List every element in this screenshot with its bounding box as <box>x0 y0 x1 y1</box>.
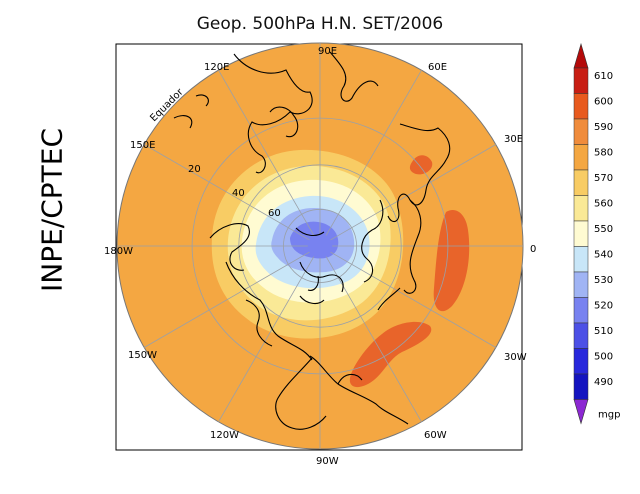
meridian-line <box>143 251 310 348</box>
colorbar-level-label: 610 <box>594 71 613 82</box>
colorbar-swatch <box>573 373 589 400</box>
meridian-line <box>330 251 497 348</box>
coastlines <box>173 51 451 430</box>
meridian-line <box>330 144 497 241</box>
colorbar-level-label: 580 <box>594 148 613 159</box>
colorbar-level-label: 510 <box>594 326 613 337</box>
meridian-line <box>143 144 310 241</box>
lon-label-150w: 150W <box>128 350 157 361</box>
longitude-labels: 90E 60E 30E 0 30W 60W 90W 120W 150W 180W… <box>104 46 536 467</box>
colorbar-level-label: 520 <box>594 301 613 312</box>
meridian-line <box>218 69 315 236</box>
colorbar-swatch <box>573 297 589 324</box>
colorbar-level-label: 600 <box>594 97 613 108</box>
colorbar-swatch <box>573 220 589 247</box>
colorbar-unit: mgp <box>598 410 620 421</box>
contour-band-520 <box>290 221 339 259</box>
colorbar-swatch <box>573 271 589 298</box>
lon-label-120e: 120E <box>204 62 229 73</box>
high-600-atlantic <box>433 210 470 312</box>
lon-label-90w: 90W <box>316 456 339 467</box>
latitude-labels: 20 40 60 <box>188 164 281 219</box>
colorbar-swatch <box>573 246 589 273</box>
colorbar-top-arrow <box>573 42 589 69</box>
colorbar: 610 600 590 580 570 560 550 540 530 520 510 500 490 m… <box>573 42 620 425</box>
colorbar-level-label: 540 <box>594 250 613 261</box>
colorbar-level-label: 590 <box>594 122 613 133</box>
lat-label-20: 20 <box>188 164 201 175</box>
colorbar-swatch <box>573 195 589 222</box>
lon-label-180w: 180W <box>104 246 133 257</box>
lon-label-60w: 60W <box>424 430 447 441</box>
colorbar-swatch <box>573 144 589 171</box>
colorbar-level-label: 490 <box>594 377 613 388</box>
colorbar-swatch <box>573 322 589 349</box>
high-600-south <box>349 321 432 388</box>
lon-label-30e: 30E <box>504 134 523 145</box>
colorbar-level-label: 530 <box>594 275 613 286</box>
meridian-line <box>325 256 422 423</box>
lon-label-90e: 90E <box>318 46 337 57</box>
lon-label-0: 0 <box>530 244 536 255</box>
lat-label-40: 40 <box>232 188 245 199</box>
colorbar-swatch <box>573 169 589 196</box>
graticule <box>117 43 523 449</box>
meridian-line <box>218 256 315 423</box>
lon-label-150e: 150E <box>130 140 155 151</box>
colorbar-swatch <box>573 118 589 145</box>
lon-label-30w: 30W <box>504 352 527 363</box>
map-title: Geop. 500hPa H.N. SET/2006 <box>196 14 444 34</box>
meridian-line <box>325 69 422 236</box>
colorbar-level-label: 500 <box>594 352 613 363</box>
high-600-north <box>409 155 433 175</box>
colorbar-swatch <box>573 348 589 375</box>
colorbar-swatch <box>573 93 589 120</box>
colorbar-swatch <box>573 67 589 94</box>
colorbar-bottom-arrow <box>573 399 589 425</box>
lon-label-60e: 60E <box>428 62 447 73</box>
colorbar-level-label: 560 <box>594 199 613 210</box>
lat-label-60: 60 <box>268 208 281 219</box>
lon-label-120w: 120W <box>210 430 239 441</box>
colorbar-level-label: 570 <box>594 173 613 184</box>
colorbar-level-label: 550 <box>594 224 613 235</box>
